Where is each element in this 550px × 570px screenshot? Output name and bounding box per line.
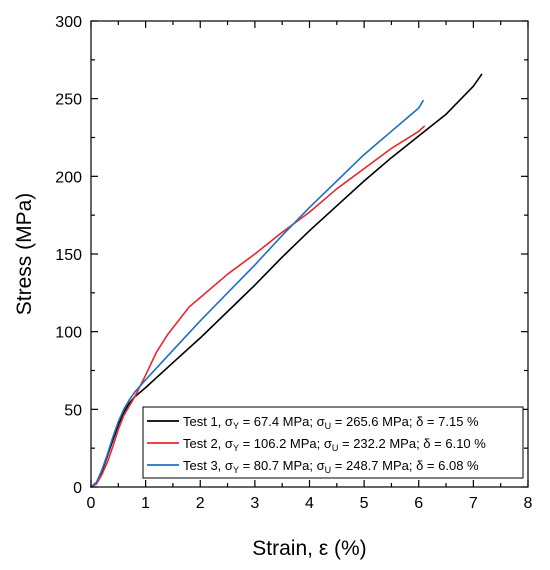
legend-text-part: Test 1, σ bbox=[183, 414, 233, 429]
y-axis-title: Stress (MPa) bbox=[13, 193, 36, 316]
legend-label-2: Test 2, σY = 106.2 MPa; σU = 232.2 MPa; … bbox=[183, 436, 486, 453]
legend: Test 1, σY = 67.4 MPa; σU = 265.6 MPa; δ… bbox=[142, 406, 524, 479]
x-tick-label: 8 bbox=[524, 495, 533, 512]
legend-box bbox=[142, 406, 524, 479]
legend-text-part: Test 2, σ bbox=[183, 436, 233, 451]
legend-subscript: Y bbox=[233, 443, 239, 453]
legend-text-part: = 248.7 MPa; δ = 6.08 % bbox=[331, 458, 479, 473]
legend-label-1: Test 1, σY = 67.4 MPa; σU = 265.6 MPa; δ… bbox=[183, 414, 479, 431]
y-tick-label: 100 bbox=[55, 325, 82, 342]
ticks-layer bbox=[90, 20, 529, 488]
legend-subscript: U bbox=[332, 443, 339, 453]
x-tick-label: 5 bbox=[360, 495, 369, 512]
legend-subscript: Y bbox=[233, 421, 239, 431]
legend-text-part: = 80.7 MPa; σ bbox=[239, 458, 325, 473]
x-tick-label: 7 bbox=[469, 495, 478, 512]
x-axis-title: Strain, ε (%) bbox=[252, 537, 366, 560]
x-tick-label: 3 bbox=[250, 495, 259, 512]
series-layer bbox=[90, 73, 483, 488]
legend-text-part: Test 3, σ bbox=[183, 458, 233, 473]
y-tick-label: 0 bbox=[73, 480, 82, 497]
x-tick-label: 0 bbox=[87, 495, 96, 512]
legend-subscript: U bbox=[325, 465, 332, 475]
y-tick-label: 150 bbox=[55, 247, 82, 264]
y-tick-label: 250 bbox=[55, 92, 82, 109]
x-tick-label: 2 bbox=[196, 495, 205, 512]
x-tick-label: 4 bbox=[305, 495, 314, 512]
y-tick-label: 200 bbox=[55, 169, 82, 186]
series-line-3 bbox=[90, 99, 424, 488]
y-tick-label: 300 bbox=[55, 14, 82, 31]
x-tick-label: 6 bbox=[414, 495, 423, 512]
y-tick-label: 50 bbox=[64, 402, 82, 419]
legend-text-part: = 67.4 MPa; σ bbox=[239, 414, 325, 429]
legend-text-part: = 265.6 MPa; δ = 7.15 % bbox=[331, 414, 479, 429]
legend-text-part: = 232.2 MPa; δ = 6.10 % bbox=[338, 436, 486, 451]
legend-text-part: = 106.2 MPa; σ bbox=[239, 436, 332, 451]
tick-labels: 0 1 2 3 4 5 6 7 8 0 50 100 150 200 250 300 bbox=[55, 14, 532, 512]
x-tick-label: 1 bbox=[141, 495, 150, 512]
legend-subscript: Y bbox=[233, 465, 239, 475]
legend-label-3: Test 3, σY = 80.7 MPa; σU = 248.7 MPa; δ… bbox=[183, 458, 479, 475]
series-line-2 bbox=[90, 125, 426, 488]
legend-subscript: U bbox=[325, 421, 332, 431]
